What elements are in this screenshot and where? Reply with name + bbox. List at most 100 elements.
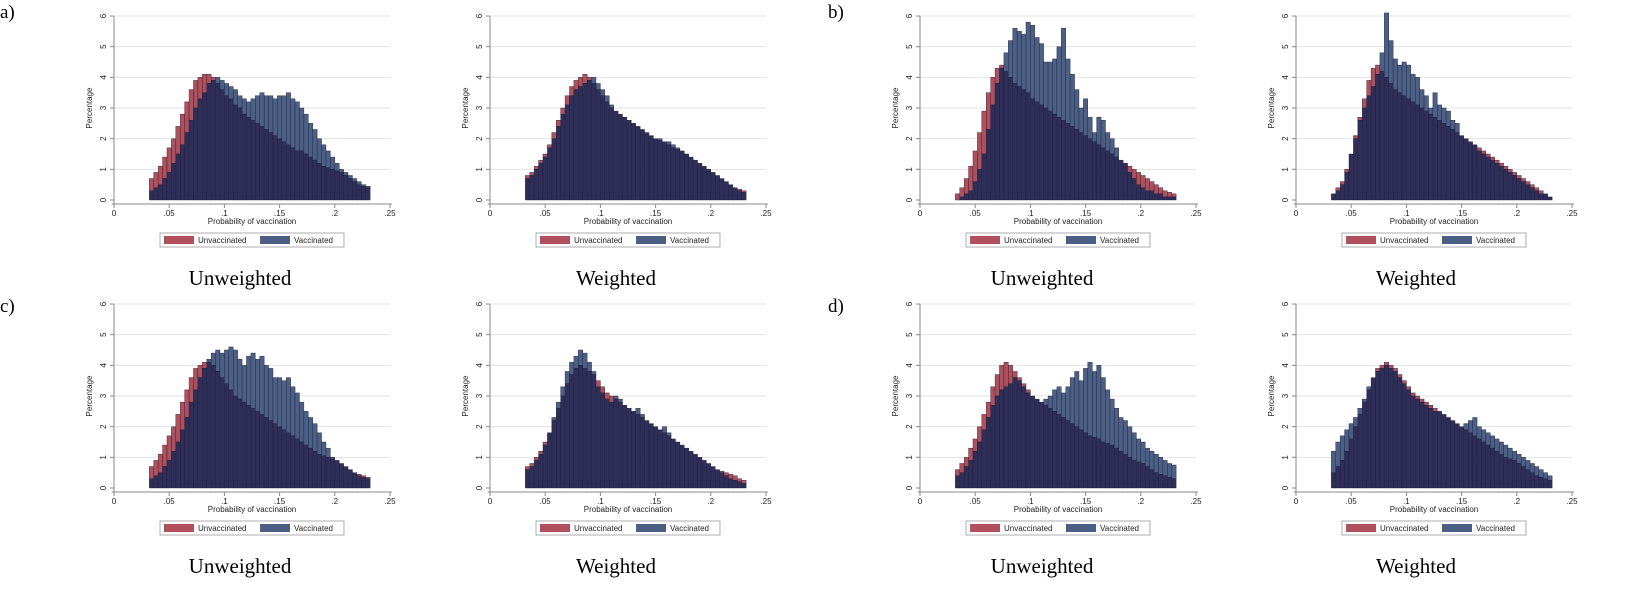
bar-unvaccinated	[1021, 383, 1027, 387]
bar-vaccinated	[1078, 107, 1084, 133]
bar-vaccinated	[1109, 398, 1115, 446]
y-tick-label: 0	[475, 485, 484, 490]
bar-vaccinated	[241, 98, 247, 115]
bar-unvaccinated	[990, 77, 996, 106]
bar-unvaccinated	[538, 159, 544, 164]
bar-vaccinated	[639, 414, 645, 418]
bar-overlap	[330, 458, 336, 489]
bar-vaccinated	[224, 83, 230, 96]
legend-swatch-unvaccinated	[540, 236, 570, 244]
bar-unvaccinated	[1162, 190, 1168, 198]
x-tick-label: .1	[1403, 209, 1410, 218]
y-tick-label: 4	[905, 363, 914, 368]
y-tick-label: 2	[99, 136, 108, 141]
bar-vaccinated	[250, 352, 256, 409]
bar-overlap	[1357, 120, 1363, 201]
bar-overlap	[972, 181, 978, 201]
legend-swatch-unvaccinated	[970, 236, 1000, 244]
bar-vaccinated	[250, 98, 256, 121]
bar-unvaccinated	[1375, 368, 1381, 372]
bar-overlap	[981, 153, 987, 201]
bar-vaccinated	[609, 104, 614, 109]
bar-overlap	[1507, 458, 1513, 489]
y-tick-label: 5	[1281, 332, 1290, 337]
bar-vaccinated	[1034, 37, 1040, 103]
legend-swatch-vaccinated	[1066, 524, 1096, 532]
bar-vaccinated	[1335, 441, 1341, 467]
bar-overlap	[542, 156, 548, 201]
bar-overlap	[662, 432, 667, 489]
bar-vaccinated	[670, 144, 676, 149]
bar-unvaccinated	[1419, 398, 1425, 403]
bar-unvaccinated	[737, 189, 742, 191]
bar-vaccinated	[1105, 132, 1111, 152]
panel-label-a: a)	[0, 2, 15, 23]
bar-unvaccinated	[963, 457, 969, 467]
bar-overlap	[670, 147, 676, 201]
bar-overlap	[1012, 377, 1018, 489]
y-tick-label: 1	[99, 167, 108, 172]
bar-unvaccinated	[609, 395, 614, 403]
x-tick-label: .15	[1080, 209, 1092, 218]
bar-overlap	[321, 166, 327, 201]
bar-overlap	[233, 104, 238, 201]
y-tick-label: 6	[1281, 301, 1290, 306]
x-tick-label: .2	[1137, 497, 1144, 506]
bar-vaccinated	[1127, 426, 1133, 458]
bar-vaccinated	[551, 417, 557, 421]
bar-overlap	[1167, 196, 1172, 201]
bar-unvaccinated	[202, 74, 207, 93]
bar-overlap	[564, 104, 570, 201]
bar-overlap	[1114, 156, 1119, 201]
bar-vaccinated	[635, 408, 641, 415]
bar-vaccinated	[1100, 377, 1106, 443]
bar-unvaccinated	[166, 435, 172, 461]
bar-unvaccinated	[1476, 147, 1482, 152]
bar-overlap	[347, 469, 353, 489]
x-tick-label: .2	[707, 209, 714, 218]
bar-overlap	[365, 187, 371, 201]
bar-overlap	[684, 153, 689, 201]
bar-overlap	[538, 162, 544, 201]
bar-unvaccinated	[1339, 181, 1345, 185]
bar-vaccinated	[277, 95, 283, 139]
bar-overlap	[551, 138, 557, 201]
bar-overlap	[352, 181, 358, 201]
bar-overlap	[1521, 466, 1526, 489]
bar-overlap	[1122, 162, 1128, 201]
bar-vaccinated	[613, 395, 619, 400]
bar-vaccinated	[1543, 472, 1548, 480]
bar-overlap	[551, 420, 557, 489]
bar-overlap	[662, 141, 667, 201]
bar-overlap	[206, 362, 212, 489]
bar-overlap	[990, 404, 996, 489]
bar-overlap	[701, 460, 707, 489]
bar-overlap	[582, 83, 588, 201]
bar-unvaccinated	[542, 153, 548, 158]
bar-overlap	[197, 98, 203, 201]
bar-vaccinated	[1490, 435, 1495, 449]
bar-vaccinated	[356, 181, 362, 185]
bar-overlap	[542, 444, 548, 489]
x-tick-label: .1	[1403, 497, 1410, 506]
bar-unvaccinated	[171, 426, 177, 452]
legend-swatch-vaccinated	[260, 524, 290, 532]
bar-overlap	[533, 460, 539, 489]
bar-vaccinated	[263, 365, 269, 418]
bar-unvaccinated	[604, 392, 610, 400]
bar-unvaccinated	[153, 172, 159, 188]
panel-label-d: d)	[828, 296, 844, 317]
bar-overlap	[1069, 126, 1075, 201]
bar-unvaccinated	[968, 166, 974, 191]
bar-vaccinated	[1056, 46, 1062, 118]
bar-unvaccinated	[210, 77, 216, 81]
bar-overlap	[1171, 196, 1177, 201]
bar-vaccinated	[259, 355, 265, 415]
x-tick-label: .15	[1456, 209, 1468, 218]
bar-overlap	[963, 193, 969, 201]
bar-overlap	[202, 92, 207, 201]
bar-vaccinated	[1379, 52, 1385, 72]
bar-unvaccinated	[1415, 395, 1420, 400]
bar-unvaccinated	[1423, 401, 1429, 406]
bar-unvaccinated	[972, 438, 978, 452]
